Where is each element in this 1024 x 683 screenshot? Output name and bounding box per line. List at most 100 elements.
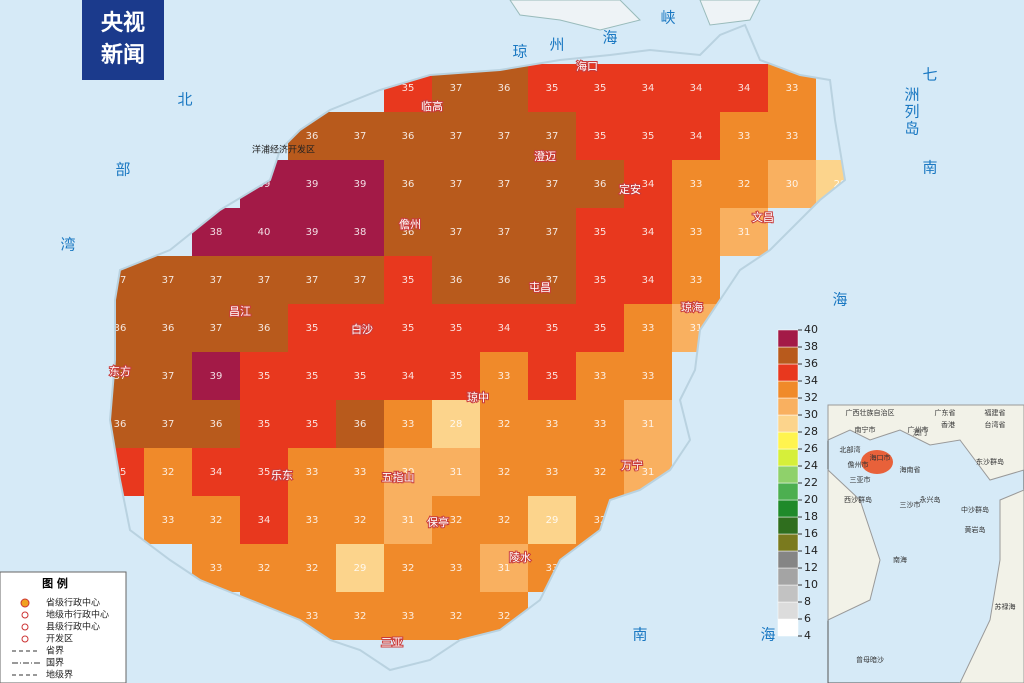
- inset-label: 黄岩岛: [965, 525, 986, 534]
- cell-value: 36: [354, 419, 367, 430]
- cell-value: 34: [690, 83, 703, 94]
- colorbar-bin: [777, 550, 799, 569]
- place-label: 乐东: [271, 469, 293, 482]
- cell: [240, 208, 288, 256]
- colorbar-bin: [777, 329, 799, 348]
- cell-value: 35: [306, 419, 319, 430]
- cell: [144, 448, 192, 496]
- legend-title: 图 例: [42, 576, 68, 590]
- place-label: 琼海: [681, 300, 703, 314]
- logo-box: [82, 0, 164, 80]
- cell-value: 34: [642, 83, 655, 94]
- cell: [576, 64, 624, 112]
- cell: [336, 400, 384, 448]
- cell: [384, 304, 432, 352]
- cell-value: 33: [642, 323, 655, 334]
- cell: [432, 160, 480, 208]
- legend-symbol: [21, 623, 29, 631]
- cell-value: 32: [258, 563, 271, 574]
- cell-value: 32: [306, 563, 319, 574]
- cell-value: 33: [690, 275, 703, 286]
- colorbar-bin: [777, 567, 799, 586]
- cell-value: 34: [690, 131, 703, 142]
- cell: [384, 256, 432, 304]
- place-label: 陵水: [509, 551, 531, 564]
- cell: [144, 400, 192, 448]
- place-label: 白沙: [351, 322, 373, 336]
- colorbar-label: 30: [804, 408, 818, 421]
- colorbar-label: 12: [804, 561, 818, 574]
- cell-value: 34: [210, 467, 223, 478]
- cell: [240, 352, 288, 400]
- colorbar-label: 28: [804, 425, 818, 438]
- cell-value: 37: [450, 227, 463, 238]
- cell-value: 34: [354, 323, 367, 334]
- cell-value: 34: [738, 83, 751, 94]
- cell: [288, 304, 336, 352]
- cell-value: 32: [354, 515, 367, 526]
- inset-label: 苏禄海: [995, 602, 1016, 611]
- cell-value: 37: [210, 275, 223, 286]
- inset-label: 儋州市: [848, 460, 869, 469]
- colorbar-bin: [777, 499, 799, 518]
- mainland: [509, 0, 761, 31]
- cell-value: 37: [306, 275, 319, 286]
- cell: [480, 64, 528, 112]
- legend-item: 开发区: [46, 633, 73, 645]
- sea-label: 列: [904, 103, 919, 121]
- cell: [576, 352, 624, 400]
- cell: [192, 496, 240, 544]
- cell: [480, 160, 528, 208]
- inset-label: 三沙市: [900, 500, 921, 509]
- cell: [432, 208, 480, 256]
- cell: [480, 448, 528, 496]
- cell: [432, 496, 480, 544]
- inset-label: 台湾省: [985, 420, 1006, 429]
- cell-value: 32: [498, 611, 511, 622]
- cell-value: 35: [546, 83, 559, 94]
- cell: [336, 160, 384, 208]
- inset-label: 北部湾: [840, 445, 861, 454]
- place-label: 临高: [421, 99, 443, 113]
- cell-value: 37: [450, 179, 463, 190]
- cell-value: 33: [402, 419, 415, 430]
- cell: [432, 544, 480, 592]
- cell-value: 37: [546, 131, 559, 142]
- cell-value: 32: [498, 515, 511, 526]
- cell-value: 33: [594, 419, 607, 430]
- sea-label: 峡: [660, 9, 675, 27]
- cell: [576, 256, 624, 304]
- legend-item: 地级界: [46, 669, 73, 681]
- sea-label: 海: [760, 626, 775, 644]
- cell: [528, 160, 576, 208]
- colorbar-label: 36: [804, 357, 818, 370]
- colorbar-bin: [777, 448, 799, 467]
- cell: [528, 112, 576, 160]
- inset-hainan: [861, 450, 893, 474]
- place-label: 三亚: [381, 636, 403, 649]
- cell: [624, 64, 672, 112]
- cell: [528, 496, 576, 544]
- colorbar-bin: [777, 533, 799, 552]
- cell: [288, 160, 336, 208]
- cell: [768, 160, 816, 208]
- legend-symbol: [21, 635, 29, 643]
- cell: [720, 208, 768, 256]
- cell-value: 33: [306, 467, 319, 478]
- cell-value: 35: [402, 323, 415, 334]
- inset-label: 广东省: [935, 408, 956, 417]
- inset-label: 海南省: [900, 465, 921, 474]
- cell-value: 33: [402, 611, 415, 622]
- colorbar-label: 8: [804, 595, 811, 608]
- cell: [192, 256, 240, 304]
- place-label: 五指山: [382, 470, 415, 484]
- cell: [624, 160, 672, 208]
- cell: [528, 208, 576, 256]
- cell: [384, 496, 432, 544]
- cell-value: 31: [450, 467, 463, 478]
- colorbar-bin: [777, 346, 799, 365]
- cell-value: 33: [690, 227, 703, 238]
- cell: [720, 64, 768, 112]
- cell-value: 36: [162, 323, 175, 334]
